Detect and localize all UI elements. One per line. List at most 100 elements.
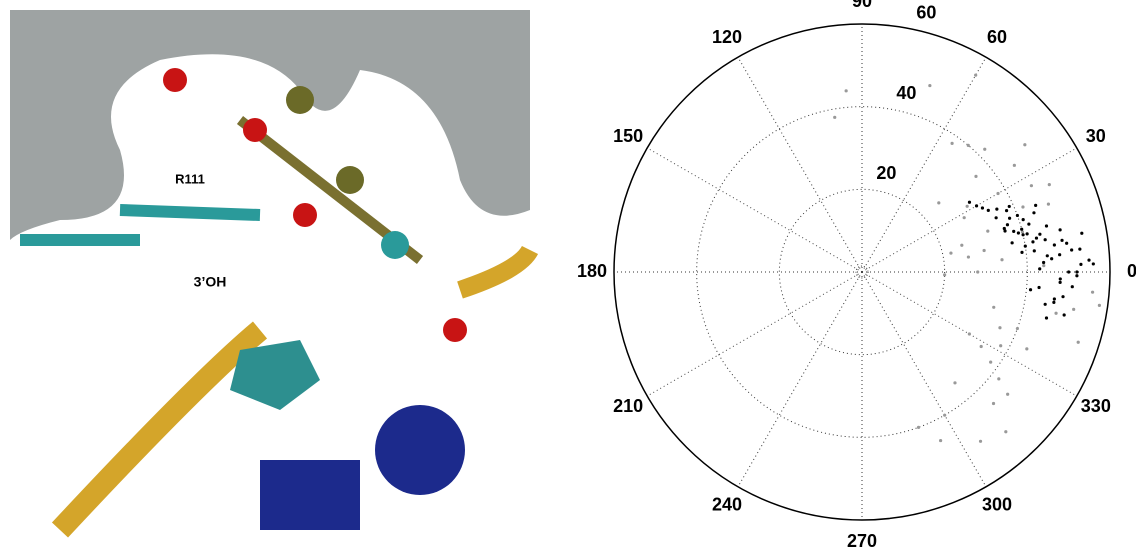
point [1063,313,1066,316]
spoke [647,272,862,396]
angle-label: 120 [712,27,742,47]
point [1020,228,1023,231]
atom [336,166,364,194]
point [1023,143,1026,146]
point [1003,229,1006,232]
point [1058,253,1061,256]
point [1037,286,1040,289]
point [949,251,952,254]
point [1024,245,1027,248]
point [983,249,986,252]
spoke [738,272,862,487]
point [937,201,940,204]
point [1016,214,1019,217]
point [1077,341,1080,344]
point [966,205,969,208]
point [983,148,986,151]
angle-label: 240 [712,495,742,515]
page: R111 3’OH 030609012015018021024027030033… [0,0,1136,552]
atom [163,68,187,92]
angle-label: 330 [1081,396,1111,416]
point [997,377,1000,380]
point [998,326,1001,329]
point [974,175,977,178]
point [917,426,920,429]
point [960,244,963,247]
point [1050,257,1053,260]
point [928,84,931,87]
point [1038,233,1041,236]
point [1012,230,1015,233]
point [943,273,946,276]
point [1059,228,1062,231]
point [1046,254,1049,257]
figure: R111 3’OH 030609012015018021024027030033… [0,0,1136,552]
point [1048,183,1051,186]
point [1045,224,1048,227]
radius-label: 20 [876,163,896,183]
point [1030,184,1033,187]
point [1011,241,1014,244]
point [1091,291,1094,294]
point [1075,274,1078,277]
point [996,192,999,195]
point [1060,239,1063,242]
point [976,270,979,273]
point [1044,238,1047,241]
point [1075,270,1078,273]
spoke [738,57,862,272]
point [992,306,995,309]
point [1052,301,1055,304]
point [1008,205,1011,208]
point [980,345,983,348]
atom [443,318,467,342]
point [1054,312,1057,315]
molecule-image: R111 3’OH [10,10,530,530]
point [995,216,998,219]
angle-label: 90 [852,0,872,11]
point [833,116,836,119]
point [979,440,982,443]
point [943,414,946,417]
angle-label: 300 [982,495,1012,515]
point [1027,223,1030,226]
angle-label: 60 [987,27,1007,47]
point [981,206,984,209]
point [1008,217,1011,220]
radius-label: 40 [896,83,916,103]
point [1059,281,1062,284]
point [1004,430,1007,433]
point [1098,304,1101,307]
point [1079,263,1082,266]
point [1000,258,1003,261]
angle-label: 210 [613,396,643,416]
point [1045,316,1048,319]
point [963,216,966,219]
angle-label: 0 [1127,261,1136,281]
point [950,142,953,145]
point [1020,251,1023,254]
point [1022,218,1025,221]
atom [286,86,314,114]
atom [293,203,317,227]
point [1071,285,1074,288]
point [1033,249,1036,252]
point [992,402,995,405]
angle-label: 270 [847,531,877,551]
point [995,208,998,211]
point [1013,164,1016,167]
point [1029,288,1032,291]
point [967,255,970,258]
point [1044,303,1047,306]
point [967,144,970,147]
point [1061,295,1064,298]
point [1034,204,1037,207]
spoke [862,272,986,487]
point [1070,248,1073,251]
point [975,204,978,207]
radius-label: 60 [916,3,936,23]
point [974,74,977,77]
point [1065,242,1068,245]
point [1042,261,1045,264]
point [1080,232,1083,235]
